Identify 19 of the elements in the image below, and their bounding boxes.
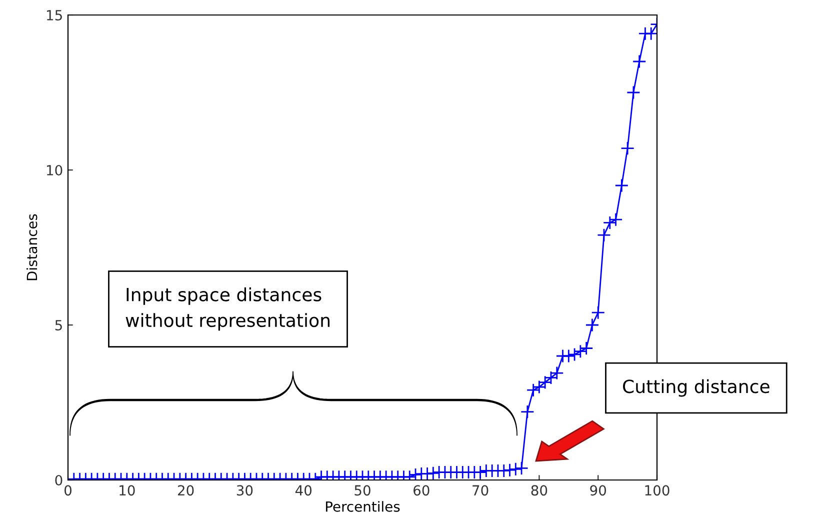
y-tick-label: 0 [55,474,62,486]
x-tick-label: 60 [414,485,430,496]
x-tick-label: 50 [354,485,370,496]
y-tick-label: 10 [46,164,62,176]
annotation: Cutting distance [623,379,770,397]
x-axis-title: Percentiles [326,501,400,512]
x-tick-label: 90 [590,485,606,496]
y-tick-label: 15 [46,10,62,20]
x-tick-label: 80 [531,485,548,496]
x-tick-label: 20 [178,485,194,496]
y-axis-title: Distances [26,214,38,280]
x-tick-label: 0 [64,485,72,496]
x-tick-label: 100 [645,485,670,496]
x-tick-label: 70 [472,485,488,496]
x-tick-label: 10 [120,485,135,496]
annotation: Input space distances without representation [126,287,330,331]
x-tick-label: 40 [295,485,312,496]
y-tick-label: 5 [55,320,62,330]
x-tick-label: 30 [236,485,253,496]
